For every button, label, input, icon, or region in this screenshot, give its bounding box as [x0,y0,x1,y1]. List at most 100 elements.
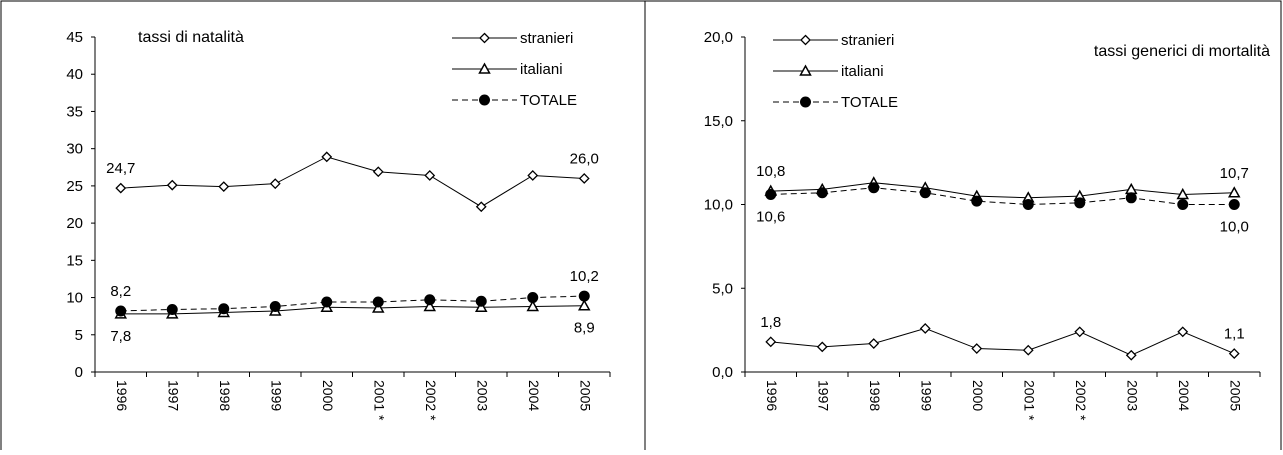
legend-label: stranieri [841,32,894,49]
series-italiani [114,299,591,319]
x-tick-label: 2000 [970,380,986,411]
data-label: 24,7 [106,160,135,177]
data-point [919,323,931,334]
data-point [1176,187,1190,200]
x-tick-label: 2003 [1124,380,1140,411]
series-totale [765,182,1240,210]
data-label: 1,8 [760,314,781,331]
data-point [1228,199,1240,210]
series-line [770,187,1235,206]
data-point [1074,326,1086,338]
y-tick-label: 25 [66,178,83,195]
data-point [1227,186,1241,198]
data-label: 26,0 [570,150,599,167]
y-tick-label: 10 [66,290,83,307]
data-point [1124,182,1138,195]
data-point [765,336,777,348]
y-tick-label: 0 [75,364,83,381]
data-point [1074,197,1086,209]
legend-marker [800,34,811,46]
x-tick-label: 2003 [474,380,490,411]
y-tick-label: 30 [66,141,83,158]
data-point [526,299,540,312]
x-tick-label: 2004 [526,380,542,411]
data-label: 8,2 [110,283,131,300]
x-tick-label: 2005 [577,380,593,411]
data-label: 10,0 [1220,219,1249,236]
data-point [372,296,384,308]
legend-marker [799,64,812,76]
data-point [166,179,178,191]
chart-2: 0,0 5,0 10,0 15,0 20,0 1996 1997 1998 1999 2000 20… [704,29,1270,421]
series-stranieri [765,323,1240,361]
data-point [166,303,178,315]
chart-1: 0 5 10 15 20 25 30 35 40 45 1996 1997 1998 1999 2000 20… [66,29,611,421]
data-point [1177,326,1189,338]
y-tick-label: 35 [66,103,83,120]
x-tick-label: 2001 * [371,380,387,421]
data-point [527,170,539,181]
y-tick-label: 5 [75,327,83,344]
x-tick-label: 1998 [217,380,233,411]
x-tick-label: 1999 [918,380,934,411]
series-line [120,156,585,208]
series-stranieri [115,151,590,213]
data-point [321,296,333,308]
data-label: 10,6 [756,208,785,225]
legend: stranieri italiani TOTALE [452,30,577,109]
series-line [120,295,585,312]
data-point [218,181,230,193]
data-label: 10,8 [756,163,785,180]
data-point [765,188,777,200]
data-point [115,305,127,317]
x-tick-label: 1996 [764,380,780,411]
x-tick-label: 1997 [165,380,181,411]
legend-label: italiani [841,63,884,80]
x-tick-label: 2000 [320,380,336,411]
x-tick-label: 2002 * [1073,380,1089,421]
y-tick-label: 15 [66,252,83,269]
y-tick-label: 15,0 [704,113,733,130]
x-tick-label: 2004 [1176,380,1192,411]
x-tick-label: 1998 [867,380,883,411]
legend-label: TOTALE [520,92,577,109]
data-label: 10,7 [1220,165,1249,182]
chart-title: tassi generici di mortalità [1094,43,1270,60]
data-point [321,151,333,163]
data-point [971,195,983,207]
data-point [971,343,983,354]
legend-label: italiani [520,61,563,78]
y-tick-label: 5,0 [712,280,733,297]
legend-marker [479,32,490,44]
data-point [269,178,281,190]
y-tick-label: 20 [66,215,83,232]
series-italiani [764,176,1241,203]
data-point [577,299,591,311]
data-point [816,187,828,199]
series-line [120,305,585,315]
data-label: 7,8 [110,328,131,345]
y-tick-label: 45 [66,29,83,46]
data-point [372,166,384,178]
legend: stranieri italiani TOTALE [773,32,898,111]
y-tick-label: 0,0 [712,364,733,381]
legend-label: TOTALE [841,94,898,111]
x-tick-label: 1999 [268,380,284,411]
data-point [578,173,590,184]
legend-marker [800,96,811,108]
legend-label: stranieri [520,30,573,47]
y-tick-label: 10,0 [704,197,733,214]
data-point [527,292,539,304]
legend-marker [479,94,490,106]
data-point [115,182,127,194]
data-point [1177,199,1189,210]
data-point [816,341,828,353]
x-tick-label: 2002 * [423,380,439,421]
data-point [423,299,437,312]
x-tick-label: 1997 [815,380,831,411]
data-point [475,201,487,213]
data-point [1022,344,1034,356]
